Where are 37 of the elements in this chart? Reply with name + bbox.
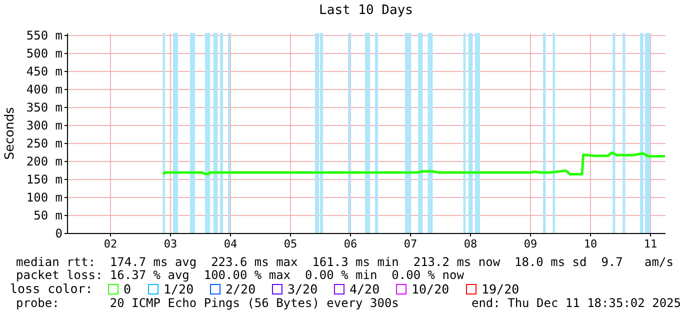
y-tick-label: 50 m <box>34 208 62 222</box>
legend-title: loss color: <box>10 281 93 296</box>
y-tick-label: 550 m <box>26 28 62 42</box>
chart-title: Last 10 Days <box>319 2 413 18</box>
x-tick-label: 10 <box>584 238 598 250</box>
x-tick-label: 09 <box>524 238 538 250</box>
y-tick-label: 300 m <box>26 118 62 132</box>
y-tick-label: 0 <box>55 226 62 240</box>
text: packet loss: 16.37 % avg 100.00 % max 0.00 % min 0.00 % now <box>16 268 464 282</box>
y-tick-label: 200 m <box>26 154 62 168</box>
legend-label: 2/20 <box>226 281 256 296</box>
legend-label: 1/20 <box>164 281 194 296</box>
x-tick-label: 02 <box>104 238 118 250</box>
y-tick-label: 100 m <box>26 190 62 204</box>
y-tick-label: 450 m <box>26 64 62 78</box>
legend-label: 19/20 <box>482 281 520 296</box>
x-tick-label: 08 <box>464 238 478 250</box>
legend-label: 10/20 <box>412 281 450 296</box>
y-tick-label: 150 m <box>26 172 62 186</box>
text: probe: 20 ICMP Echo Pings (56 Bytes) every 300s <box>16 296 399 310</box>
legend-label: 3/20 <box>288 281 318 296</box>
x-tick-label: 03 <box>164 238 178 250</box>
x-tick-label: 06 <box>344 238 358 250</box>
y-tick-label: 350 m <box>26 100 62 114</box>
x-tick-label: 11 <box>644 238 658 250</box>
legend-label: 4/20 <box>350 281 380 296</box>
y-tick-label: 500 m <box>26 46 62 60</box>
line-series <box>162 151 666 176</box>
text: end: Thu Dec 11 18:35:02 2025 <box>471 296 681 310</box>
text: median rtt: 174.7 ms avg 223.6 ms max 161.3 ms min 213.2 ms now 18.0 ms sd 9.7 am/s <box>16 255 674 269</box>
x-tick-label: 05 <box>284 238 298 250</box>
y-tick-label: 250 m <box>26 136 62 150</box>
x-tick-label: 07 <box>404 238 418 250</box>
legend-label: 0 <box>124 281 132 296</box>
y-tick-label: 400 m <box>26 82 62 96</box>
y-axis-title: Seconds <box>1 107 16 160</box>
x-tick-label: 04 <box>224 238 238 250</box>
